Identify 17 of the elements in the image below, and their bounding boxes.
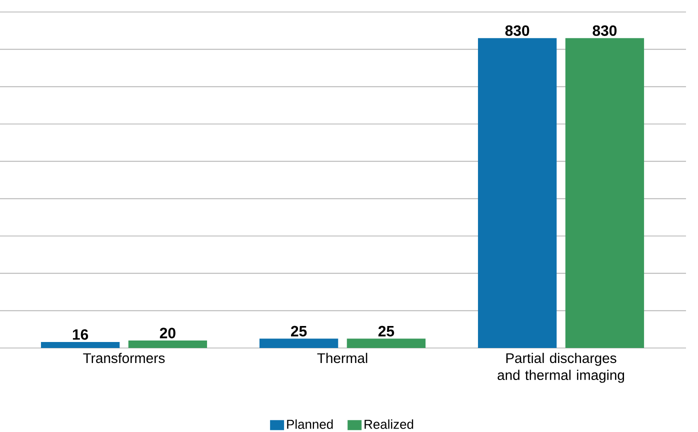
- bar: [259, 338, 338, 348]
- data-label: 25: [291, 326, 307, 336]
- data-label: 25: [378, 326, 394, 336]
- data-label: 830: [592, 25, 617, 36]
- x-tick-label: Transformers: [83, 352, 165, 364]
- data-label: 20: [160, 328, 176, 338]
- bar: [346, 338, 426, 348]
- bar: [128, 340, 208, 348]
- bar: [40, 342, 120, 348]
- legend-label: Planned: [287, 419, 333, 429]
- bar: [565, 38, 644, 348]
- data-label: 16: [72, 329, 88, 340]
- data-label: 830: [505, 25, 530, 36]
- x-tick-label: Partial discharges and thermal imaging: [498, 352, 624, 383]
- x-tick-label: Thermal: [317, 352, 368, 364]
- legend-label: Realized: [364, 419, 414, 429]
- bar: [478, 38, 557, 348]
